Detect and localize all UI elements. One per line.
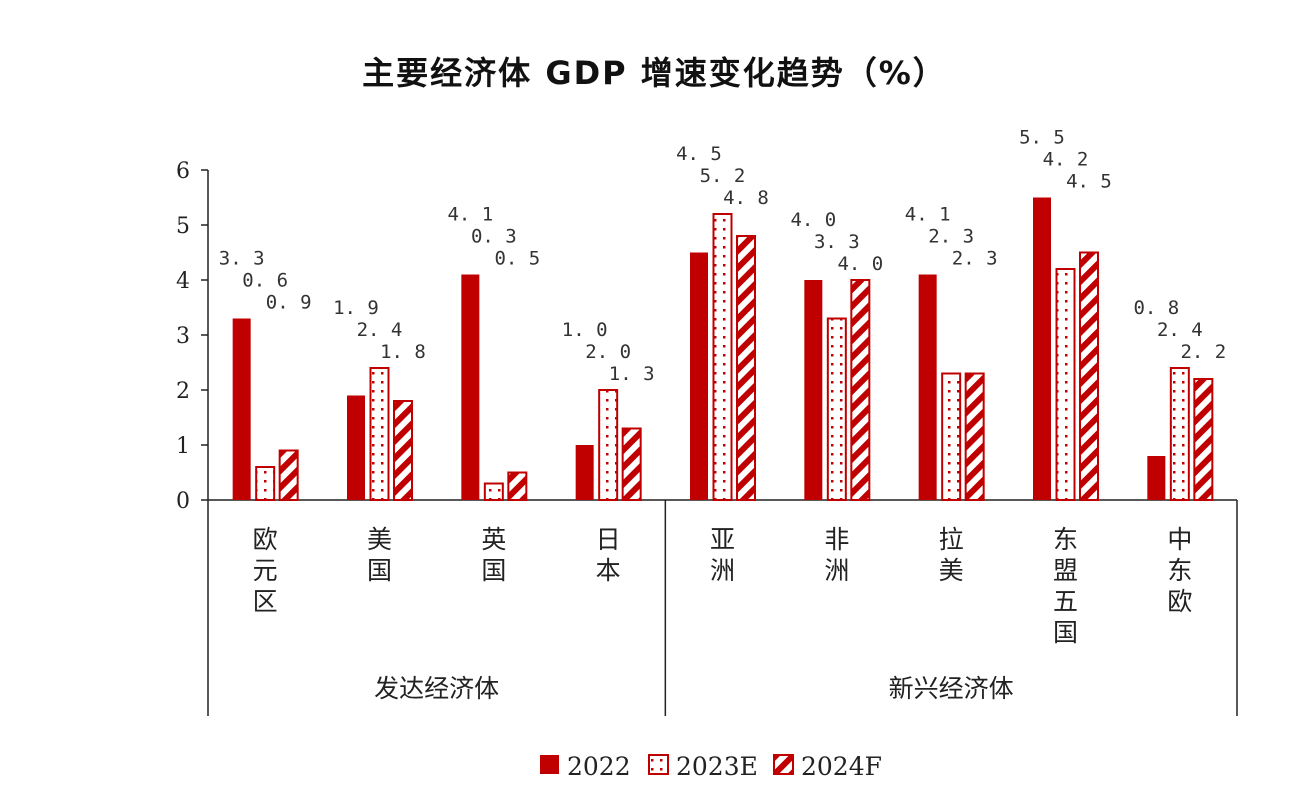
category-label: 中 [1167, 525, 1192, 554]
bar-2023E [1169, 367, 1190, 501]
bar-2024F [1193, 378, 1214, 501]
category-label: 美 [939, 556, 964, 585]
bar-2024F [278, 449, 299, 501]
bar-2023E [369, 367, 390, 501]
bar-2023E [483, 482, 504, 501]
data-label: 0. 6 [242, 270, 288, 292]
bar-2022 [1147, 456, 1166, 500]
data-label: 0. 3 [471, 226, 517, 248]
bar-2022 [232, 318, 251, 500]
bar-2022 [347, 395, 365, 500]
bar-2023E [255, 466, 276, 501]
group-label: 新兴经济体 [889, 674, 1014, 703]
y-tick-label: 6 [176, 159, 190, 184]
data-label: 2. 3 [928, 226, 974, 248]
bar-2024F [850, 279, 871, 501]
data-label: 0. 5 [494, 248, 540, 270]
data-label: 2. 0 [585, 341, 631, 363]
data-label: 4. 5 [1066, 171, 1112, 193]
category-label: 美 [367, 525, 392, 554]
data-label: 1. 0 [562, 319, 608, 341]
data-label: 4. 1 [905, 204, 951, 226]
bar-2024F [621, 427, 642, 501]
data-label: 0. 9 [266, 292, 312, 314]
category-label: 元 [253, 556, 278, 585]
bar-2024F [1079, 251, 1099, 501]
bar-2024F [736, 235, 756, 501]
data-label: 3. 3 [814, 231, 860, 253]
category-label: 英 [481, 525, 506, 554]
category-label: 五 [1053, 587, 1078, 616]
bar-2022 [690, 252, 708, 500]
category-label: 洲 [710, 556, 735, 585]
data-label: 2. 4 [1157, 319, 1203, 341]
group-label: 发达经济体 [374, 674, 499, 703]
data-label: 4. 8 [723, 187, 769, 209]
bar-2023E [941, 372, 962, 501]
category-label: 非 [824, 525, 849, 554]
data-label: 1. 8 [380, 341, 426, 363]
data-label: 4. 0 [837, 253, 883, 275]
category-label: 亚 [710, 525, 735, 554]
data-label: 5. 5 [1019, 127, 1065, 149]
legend-swatch-2023E [648, 754, 669, 775]
data-label: 5. 2 [700, 165, 746, 187]
data-label: 4. 1 [447, 204, 493, 226]
category-label: 国 [481, 556, 506, 585]
category-label: 日 [596, 525, 621, 554]
bar-2024F [964, 372, 985, 501]
bar-2023E [598, 389, 619, 501]
bar-2022 [918, 274, 937, 500]
data-label: 4. 5 [676, 143, 722, 165]
y-tick-label: 3 [176, 324, 190, 349]
category-label: 区 [253, 587, 278, 616]
category-label: 拉 [939, 525, 964, 554]
category-label: 欧 [253, 525, 278, 554]
legend-swatch-2022 [540, 755, 559, 774]
legend-label: 2024F [801, 752, 882, 781]
category-label: 盟 [1053, 556, 1078, 585]
bar-2022 [804, 280, 823, 500]
category-label: 东 [1053, 525, 1078, 554]
y-tick-label: 1 [176, 434, 190, 459]
data-label: 4. 2 [1043, 149, 1089, 171]
bar-2024F [507, 471, 528, 501]
y-tick-label: 4 [176, 269, 190, 294]
data-label: 2. 2 [1180, 341, 1226, 363]
bar-2022 [461, 274, 480, 500]
category-label: 洲 [824, 556, 849, 585]
category-label: 国 [367, 556, 392, 585]
data-label: 1. 9 [333, 297, 379, 319]
data-label: 1. 3 [609, 363, 655, 385]
bar-2022 [575, 445, 594, 500]
category-label: 国 [1053, 618, 1078, 647]
bar-2023E [712, 213, 733, 501]
data-label: 4. 0 [790, 209, 836, 231]
bar-2022 [1033, 197, 1051, 500]
category-label: 东 [1167, 556, 1192, 585]
bar-2024F [393, 400, 413, 501]
data-label: 3. 3 [219, 248, 265, 270]
y-tick-label: 0 [176, 489, 190, 514]
chart-title: 主要经济体 GDP 增速变化趋势（%） [362, 54, 947, 92]
legend-label: 2022 [567, 752, 631, 781]
data-label: 2. 4 [357, 319, 403, 341]
bar-2023E [1055, 268, 1076, 501]
category-label: 欧 [1167, 587, 1192, 616]
data-label: 2. 3 [952, 248, 998, 270]
data-label: 0. 8 [1133, 297, 1179, 319]
bar-2023E [826, 317, 847, 501]
y-tick-label: 2 [176, 379, 190, 404]
category-label: 本 [596, 556, 621, 585]
y-tick-label: 5 [176, 214, 190, 239]
legend-swatch-2024F [773, 754, 794, 775]
legend-label: 2023E [676, 752, 758, 781]
